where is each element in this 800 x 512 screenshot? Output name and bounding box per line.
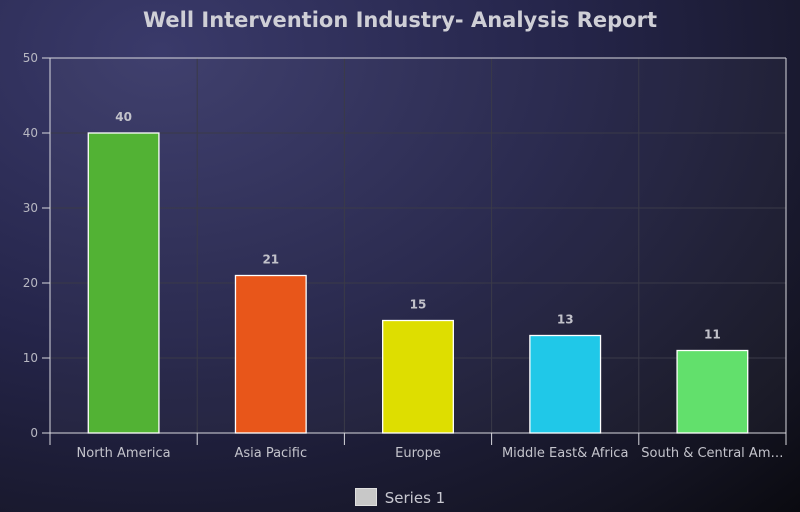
data-label: 21 bbox=[262, 253, 279, 267]
y-tick-label: 30 bbox=[23, 201, 38, 215]
x-tick-label: North America bbox=[77, 446, 171, 461]
y-tick-label: 50 bbox=[23, 51, 38, 65]
bar bbox=[87, 132, 160, 434]
y-tick-label: 10 bbox=[23, 351, 38, 365]
data-label: 11 bbox=[704, 328, 721, 342]
legend-label: Series 1 bbox=[384, 489, 446, 507]
x-tick-label: Middle East& Africa bbox=[502, 446, 628, 461]
y-tick-label: 0 bbox=[30, 426, 38, 440]
bar bbox=[676, 349, 749, 434]
x-tick-label: South & Central Am… bbox=[641, 446, 783, 461]
y-tick-label: 40 bbox=[23, 126, 38, 140]
x-tick-label: Asia Pacific bbox=[234, 446, 307, 461]
bar bbox=[234, 274, 307, 434]
y-tick-label: 20 bbox=[23, 276, 38, 290]
legend[interactable]: Series 1 bbox=[0, 488, 800, 507]
x-tick-label: Europe bbox=[395, 446, 441, 461]
data-label: 13 bbox=[557, 313, 574, 327]
bar bbox=[382, 319, 454, 434]
chart-title: Well Intervention Industry- Analysis Rep… bbox=[143, 8, 657, 32]
bar bbox=[529, 334, 602, 434]
data-label: 15 bbox=[410, 298, 427, 312]
data-label: 40 bbox=[115, 110, 132, 124]
legend-swatch bbox=[354, 488, 377, 506]
